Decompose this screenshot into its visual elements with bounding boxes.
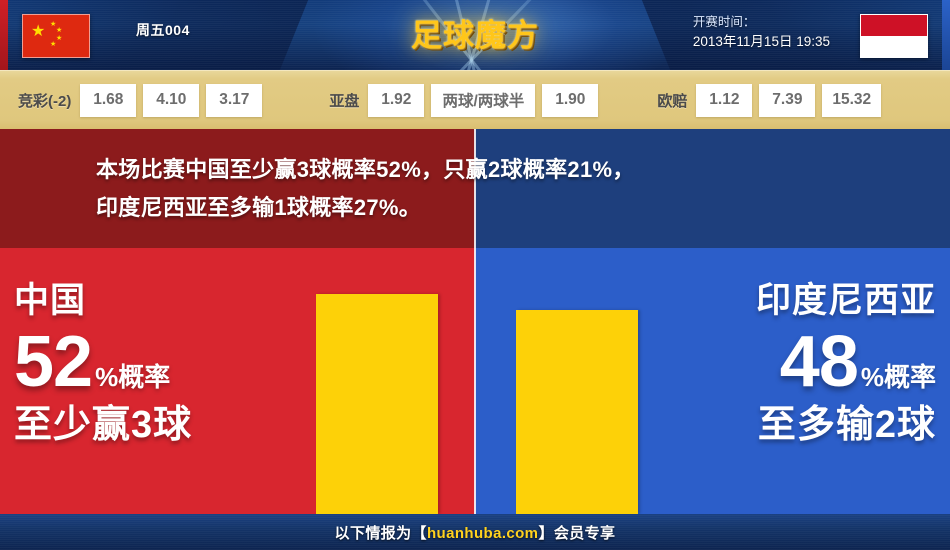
kickoff-label: 开赛时间： bbox=[692, 15, 756, 29]
site-logo[interactable]: 足球魔方 bbox=[411, 18, 539, 53]
odds-cell-yapan-2[interactable]: 1.90 bbox=[542, 83, 599, 117]
footer-prefix: 以下情报为【 bbox=[334, 524, 427, 542]
indonesia-flag-icon bbox=[860, 14, 928, 58]
panel-away-top-band bbox=[475, 129, 950, 248]
odds-cell-yapan-1[interactable]: 1.92 bbox=[368, 83, 425, 117]
percent-line-home: 52 %概率 bbox=[14, 325, 192, 399]
footer-texture bbox=[0, 514, 950, 550]
odds-group-yapan: 亚盘 1.92 两球/两球半 1.90 bbox=[329, 83, 605, 117]
panel-home: 中国 52 %概率 至少赢3球 bbox=[0, 129, 475, 514]
match-number: 周五004 bbox=[136, 22, 190, 38]
bar-home bbox=[316, 294, 438, 514]
percent-suffix-home: %概率 bbox=[95, 362, 171, 392]
percent-value-home: 52 bbox=[14, 322, 93, 402]
kickoff-time: 2013年11月15日 19:35 bbox=[692, 34, 830, 49]
odds-cell-oupei-1[interactable]: 1.12 bbox=[696, 83, 753, 117]
panel-home-top-band bbox=[0, 129, 475, 248]
flag-red-band bbox=[861, 15, 927, 36]
percent-line-away: 48 %概率 bbox=[756, 325, 936, 399]
odds-label-yapan: 亚盘 bbox=[329, 92, 360, 110]
odds-label-oupei: 欧赔 bbox=[657, 92, 688, 110]
bar-away bbox=[516, 310, 638, 514]
panel-away-copy: 印度尼西亚 48 %概率 至多输2球 bbox=[756, 279, 936, 449]
odds-bar: 竞彩(-2) 1.68 4.10 3.17 亚盘 1.92 两球/两球半 1.9… bbox=[0, 70, 950, 129]
edge-stripe-red bbox=[0, 0, 8, 70]
panel-away: 印度尼西亚 48 %概率 至多输2球 bbox=[475, 129, 950, 514]
odds-cell-oupei-2[interactable]: 7.39 bbox=[759, 83, 816, 117]
footer-brand-link[interactable]: huanhuba.com bbox=[426, 524, 539, 542]
probability-chart: 中国 52 %概率 至少赢3球 印度尼西亚 48 %概率 至多输2球 bbox=[0, 129, 950, 514]
odds-cell-jingcai-1[interactable]: 1.68 bbox=[80, 83, 137, 117]
odds-cell-yapan-handicap[interactable]: 两球/两球半 bbox=[431, 83, 536, 117]
footer-notice: 以下情报为【huanhuba.com】会员专享 bbox=[335, 522, 616, 543]
outcome-home: 至少赢3球 bbox=[14, 404, 193, 446]
footer-bar: 以下情报为【huanhuba.com】会员专享 bbox=[0, 514, 950, 550]
edge-stripe-blue bbox=[942, 0, 950, 70]
kickoff-block: 开赛时间： 2013年11月15日 19:35 bbox=[693, 13, 830, 52]
china-flag-icon: ★ ★ ★ ★ ★ bbox=[22, 14, 90, 58]
panel-home-copy: 中国 52 %概率 至少赢3球 bbox=[14, 279, 192, 449]
odds-group-jingcai: 竞彩(-2) 1.68 4.10 3.17 bbox=[18, 83, 269, 117]
odds-label-jingcai: 竞彩(-2) bbox=[18, 92, 72, 110]
odds-group-oupei: 欧赔 1.12 7.39 15.32 bbox=[657, 83, 888, 117]
percent-value-away: 48 bbox=[779, 322, 859, 402]
odds-cell-jingcai-2[interactable]: 4.10 bbox=[143, 83, 200, 117]
odds-cell-jingcai-3[interactable]: 3.17 bbox=[206, 83, 263, 117]
team-name-home: 中国 bbox=[14, 281, 87, 320]
footer-suffix: 】会员专享 bbox=[538, 524, 616, 542]
flag-big-star: ★ bbox=[31, 23, 46, 40]
panel-divider bbox=[474, 129, 476, 514]
percent-suffix-away: %概率 bbox=[860, 362, 936, 392]
header-bar: ★ ★ ★ ★ ★ 周五004 足球魔方 开赛时间： 2013年11月15日 19:3… bbox=[0, 0, 950, 70]
odds-cell-oupei-3[interactable]: 15.32 bbox=[822, 83, 882, 117]
outcome-away: 至多输2球 bbox=[757, 404, 936, 446]
team-name-away: 印度尼西亚 bbox=[755, 281, 936, 320]
